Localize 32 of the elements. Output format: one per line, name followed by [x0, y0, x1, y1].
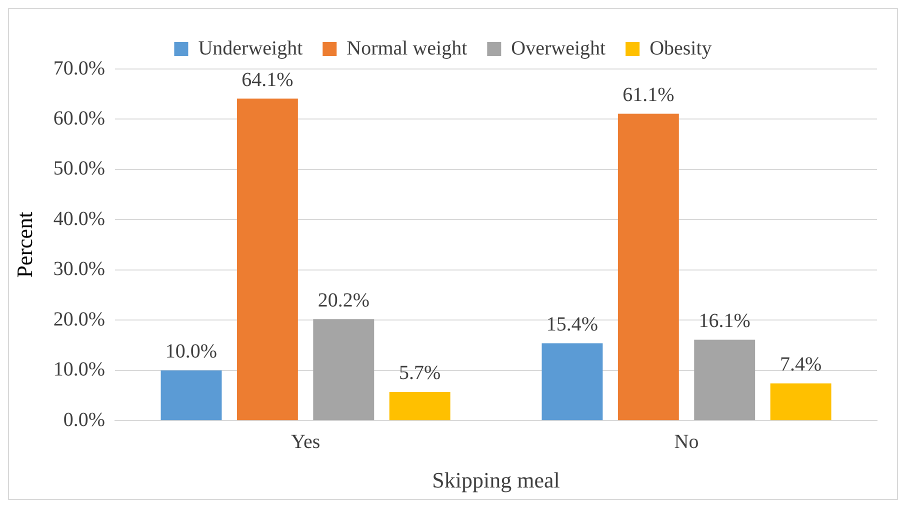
y-tick-label: 30.0% — [53, 258, 106, 280]
bar — [618, 114, 679, 420]
legend-label: Underweight — [198, 37, 304, 60]
x-tick-label: No — [674, 430, 699, 453]
data-label: 20.2% — [318, 289, 370, 312]
y-tick-label: 20.0% — [53, 308, 106, 330]
legend-label: Normal weight — [346, 37, 468, 60]
bar — [313, 319, 374, 420]
bar — [694, 340, 756, 420]
y-tick-label: 10.0% — [53, 358, 106, 381]
legend-label: Overweight — [511, 37, 606, 60]
y-tick-label: 50.0% — [53, 158, 106, 180]
bar — [389, 392, 450, 420]
x-axis-title: Skipping meal — [432, 468, 560, 493]
data-label: 15.4% — [546, 314, 598, 336]
bar — [770, 383, 832, 420]
data-label: 5.7% — [399, 362, 441, 384]
legend-label: Obesity — [650, 37, 712, 60]
y-tick-label: 70.0% — [53, 57, 106, 80]
data-label: 7.4% — [780, 354, 822, 376]
data-label: 61.1% — [622, 84, 674, 106]
data-label: 16.1% — [698, 310, 750, 332]
bar — [542, 343, 603, 420]
x-tick-label: Yes — [290, 430, 320, 453]
y-tick-label: 0.0% — [63, 408, 106, 431]
y-tick-label: 40.0% — [53, 208, 106, 230]
bar — [236, 98, 298, 420]
y-tick-label: 60.0% — [53, 107, 106, 130]
data-label: 64.1% — [242, 68, 294, 91]
y-axis-title: Percent — [12, 212, 37, 278]
bar — [160, 370, 222, 420]
data-label: 10.0% — [165, 340, 218, 363]
